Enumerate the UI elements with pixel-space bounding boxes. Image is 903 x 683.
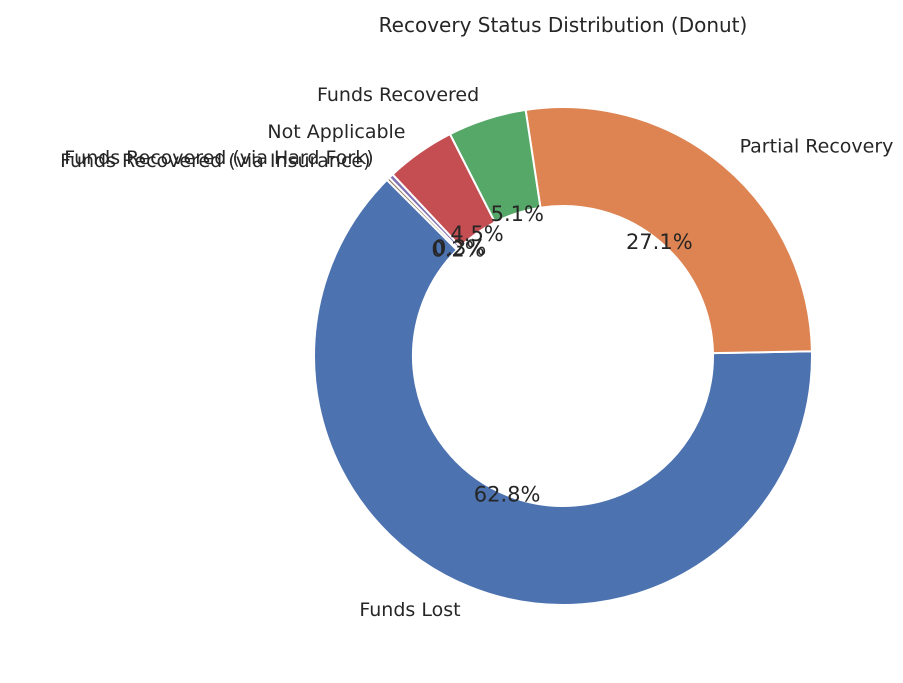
- slice-funds-recovered-via-insurance: [385, 176, 460, 251]
- percent-label-funds-lost: 62.8%: [474, 483, 541, 507]
- percent-label-funds-recovered-via-insurance: 0.2%: [431, 238, 484, 262]
- percent-label-not-applicable: 4.5%: [450, 222, 503, 246]
- category-label-funds-lost: Funds Lost: [359, 599, 460, 621]
- labels-group: Funds Lost 62.8% Partial Recovery 27.1% Fund…: [60, 84, 893, 621]
- percent-label-partial-recovery: 27.1%: [626, 230, 693, 254]
- category-label-not-applicable: Not Applicable: [267, 121, 405, 143]
- slices-group: [313, 106, 813, 606]
- slice-funds-lost: [313, 178, 813, 606]
- slice-partial-recovery: [524, 106, 813, 355]
- chart-title: Recovery Status Distribution (Donut): [379, 13, 748, 37]
- category-label-partial-recovery: Partial Recovery: [740, 136, 894, 158]
- category-label-funds-recovered: Funds Recovered: [317, 84, 479, 106]
- percent-label-funds-recovered-via-hard-fork: 0.3%: [433, 236, 486, 260]
- percent-label-funds-recovered: 5.1%: [491, 202, 544, 226]
- category-label-funds-recovered-via-hard-fork: Funds Recovered (via Hard Fork): [64, 147, 373, 169]
- category-label-funds-recovered-via-insurance: Funds Recovered (via Insurance): [60, 150, 370, 172]
